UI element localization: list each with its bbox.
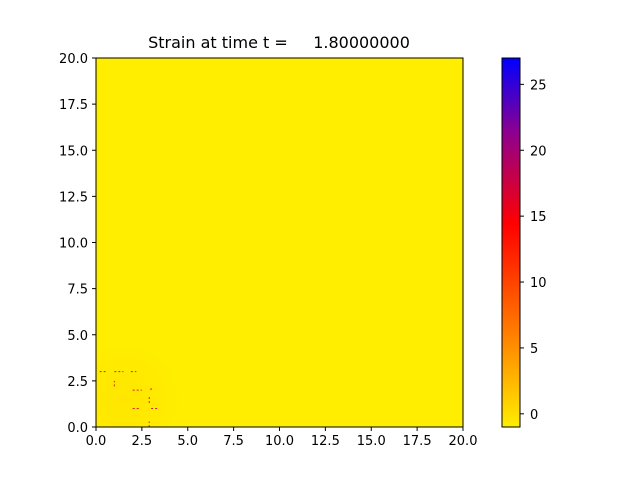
y-tick-label: 20.0 — [59, 52, 88, 67]
colorbar-tick-label: 0 — [530, 408, 538, 423]
x-tick-label: 0.0 — [86, 434, 107, 449]
x-tick-label: 20.0 — [449, 434, 478, 449]
hot-region-glow — [96, 335, 188, 427]
y-tick-label: 0.0 — [67, 421, 88, 436]
y-tick-label: 12.5 — [59, 190, 88, 205]
x-tick-label: 15.0 — [357, 434, 386, 449]
chart-title: Strain at time t = 1.80000000 — [148, 33, 410, 52]
y-tick-label: 15.0 — [59, 144, 88, 159]
y-tick-label: 10.0 — [59, 237, 88, 252]
colorbar-tick-label: 20 — [530, 144, 547, 159]
x-axis: 0.0 2.5 5.0 7.5 10.0 12.5 15.0 17.5 20.0 — [86, 427, 478, 449]
y-tick-label: 5.0 — [67, 329, 88, 344]
colorbar-axis: 0 5 10 15 20 25 — [520, 78, 547, 423]
x-tick-label: 5.0 — [177, 434, 198, 449]
x-tick-label: 2.5 — [132, 434, 153, 449]
x-tick-label: 7.5 — [223, 434, 244, 449]
colorbar-tick-label: 15 — [530, 210, 547, 225]
x-tick-label: 17.5 — [403, 434, 432, 449]
x-tick-label: 10.0 — [265, 434, 294, 449]
colorbar-tick-label: 25 — [530, 78, 547, 93]
hot-region — [96, 335, 188, 427]
y-tick-label: 7.5 — [67, 283, 88, 298]
colorbar-tick-label: 10 — [530, 276, 547, 291]
y-tick-label: 2.5 — [67, 375, 88, 390]
y-axis: 0.0 2.5 5.0 7.5 10.0 12.5 15.0 17.5 20.0 — [59, 52, 96, 436]
colorbar-tick-label: 5 — [530, 342, 538, 357]
y-tick-label: 17.5 — [59, 98, 88, 113]
x-tick-label: 12.5 — [311, 434, 340, 449]
colorbar — [501, 57, 521, 428]
